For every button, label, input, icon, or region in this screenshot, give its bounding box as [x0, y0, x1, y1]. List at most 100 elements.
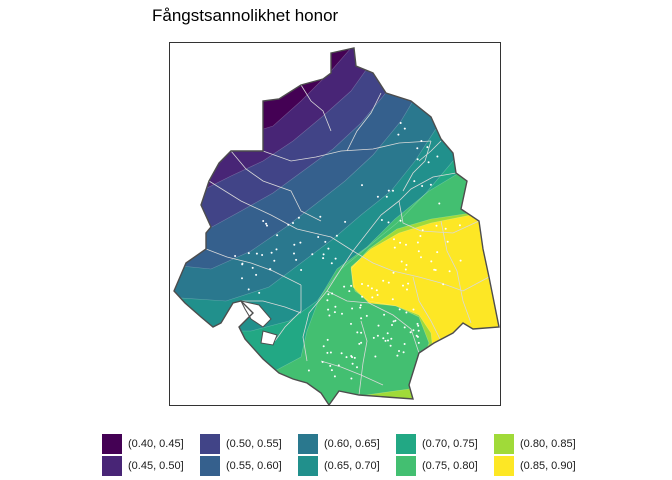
sample-point — [262, 220, 265, 222]
sample-point — [417, 329, 420, 332]
sample-point — [459, 259, 462, 262]
sample-point — [251, 266, 254, 269]
municipal-border — [230, 150, 322, 222]
probability-map — [173, 47, 500, 405]
map-panel — [169, 42, 501, 406]
sample-point — [429, 183, 432, 186]
sample-point — [384, 339, 387, 342]
sample-point — [321, 361, 324, 363]
legend: (0.40, 0.45] (0.45, 0.50] (0.50, 0.55] (… — [102, 434, 622, 476]
sample-point — [448, 270, 451, 273]
sample-point — [361, 184, 363, 187]
contour-line — [174, 110, 499, 405]
sample-point — [436, 251, 439, 254]
sample-point — [405, 311, 408, 314]
sample-point — [337, 364, 340, 367]
sample-point — [391, 324, 393, 326]
legend-item: (0.80, 0.85] — [494, 434, 576, 454]
sample-point — [351, 362, 354, 365]
sample-point — [340, 352, 343, 355]
sample-point — [416, 147, 419, 150]
contour-line — [350, 212, 499, 405]
sample-point — [405, 264, 408, 266]
sample-point — [389, 344, 392, 347]
sample-point — [275, 248, 278, 251]
municipal-border — [274, 285, 302, 342]
sample-point — [353, 356, 356, 359]
sample-point — [329, 364, 332, 367]
sample-point — [319, 215, 322, 218]
sample-point — [270, 251, 273, 254]
sample-point — [359, 304, 362, 307]
sample-point — [350, 355, 353, 357]
sample-point — [241, 263, 244, 266]
sample-point — [350, 322, 352, 325]
sample-point — [297, 216, 300, 219]
sample-point — [412, 329, 415, 332]
legend-item: (0.85, 0.90] — [494, 456, 576, 476]
sample-point — [399, 122, 402, 124]
sample-point — [327, 293, 330, 296]
sample-point — [417, 341, 420, 344]
sample-point — [416, 158, 419, 161]
municipal-border — [352, 250, 490, 292]
sample-point — [293, 243, 296, 246]
legend-item: (0.55, 0.60] — [200, 456, 282, 476]
sample-point — [420, 140, 423, 142]
legend-item: (0.60, 0.65] — [298, 434, 380, 454]
sample-point — [415, 334, 418, 337]
sample-point — [390, 337, 393, 340]
sample-point — [420, 256, 422, 259]
sample-point — [322, 257, 325, 260]
municipal-border — [262, 140, 432, 162]
sample-point — [405, 243, 407, 246]
legend-label: (0.85, 0.90] — [520, 460, 576, 472]
sample-point — [442, 283, 445, 286]
sample-point — [385, 195, 388, 198]
sample-point — [382, 337, 385, 340]
sample-point — [351, 307, 354, 310]
sample-point — [324, 240, 327, 243]
legend-item: (0.65, 0.70] — [298, 456, 380, 476]
sample-point — [393, 238, 395, 241]
sample-point — [361, 295, 364, 298]
sample-point — [265, 222, 268, 225]
legend-label: (0.55, 0.60] — [226, 460, 282, 472]
municipal-border — [412, 276, 442, 342]
sample-point — [322, 253, 325, 256]
contour-line — [174, 48, 499, 405]
sample-point — [391, 298, 394, 301]
sample-point — [377, 324, 380, 327]
municipal-border — [346, 92, 382, 152]
legend-label: (0.60, 0.65] — [324, 438, 380, 450]
sample-point — [399, 219, 402, 222]
sample-point — [383, 313, 386, 316]
sample-point — [376, 294, 379, 296]
sample-point — [417, 324, 420, 327]
legend-swatch — [494, 434, 514, 454]
sample-point — [360, 331, 363, 334]
sample-point — [333, 375, 336, 378]
legend-swatch — [298, 434, 318, 454]
sample-point — [409, 331, 412, 334]
sample-point — [399, 241, 402, 244]
sample-point — [295, 258, 298, 261]
sample-point — [335, 234, 338, 237]
sample-point — [344, 220, 347, 223]
sample-point — [398, 350, 400, 352]
contour-line — [174, 48, 499, 405]
sample-point — [387, 189, 390, 192]
sample-point — [376, 195, 379, 198]
legend-label: (0.45, 0.50] — [128, 460, 184, 472]
municipal-border — [205, 248, 302, 286]
sample-point — [403, 343, 406, 345]
sample-point — [398, 308, 401, 311]
sample-point — [446, 240, 449, 243]
legend-label: (0.40, 0.45] — [128, 438, 184, 450]
contour-line — [174, 48, 499, 405]
legend-label: (0.75, 0.80] — [422, 460, 478, 472]
sample-point — [359, 306, 362, 309]
sample-point — [350, 284, 353, 287]
municipal-border — [440, 220, 472, 324]
sample-point — [360, 317, 363, 320]
